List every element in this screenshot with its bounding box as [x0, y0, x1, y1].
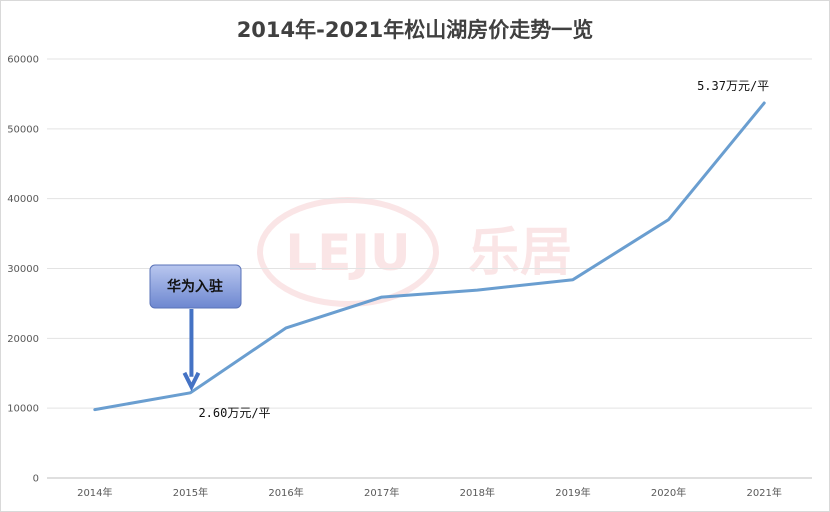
y-tick-label: 20000: [7, 334, 39, 345]
x-tick-label: 2017年: [364, 486, 399, 499]
data-label: 2.60万元/平: [198, 406, 270, 420]
callout-arrow: [182, 309, 201, 392]
callout: 华为入驻: [149, 264, 242, 392]
y-axis-ticks: 0 10000 20000 30000 40000 50000 60000: [7, 55, 39, 485]
y-tick-label: 0: [33, 474, 39, 485]
watermark-logo: LEJU: [285, 224, 410, 282]
x-tick-label: 2019年: [555, 486, 590, 499]
chart-title: 2014年-2021年松山湖房价走势一览: [237, 18, 594, 42]
callout-box: [149, 264, 242, 309]
y-tick-label: 30000: [7, 264, 39, 275]
x-axis-ticks: 2014年 2015年 2016年 2017年 2018年 2019年 2020年 2021年: [77, 486, 782, 499]
y-tick-label: 50000: [7, 124, 39, 135]
x-tick-label: 2020年: [651, 486, 686, 499]
y-tick-label: 60000: [7, 55, 39, 66]
series-layer: [93, 101, 766, 412]
x-tick-label: 2018年: [460, 486, 495, 499]
series-line: [93, 101, 766, 412]
leju-watermark: LEJU 乐居: [257, 197, 572, 307]
x-tick-label: 2016年: [268, 486, 303, 499]
gridlines: [47, 58, 812, 479]
x-tick-label: 2014年: [77, 486, 112, 499]
y-tick-label: 40000: [7, 194, 39, 205]
data-label: 5.37万元/平: [697, 79, 769, 93]
x-tick-label: 2015年: [173, 486, 208, 499]
y-tick-label: 10000: [7, 404, 39, 415]
arrow-head: [182, 371, 201, 392]
annotations: 2.60万元/平 5.37万元/平: [198, 79, 769, 420]
watermark-text: 乐居: [468, 223, 572, 283]
callout-label: 华为入驻: [167, 278, 223, 295]
x-tick-label: 2021年: [746, 486, 781, 499]
